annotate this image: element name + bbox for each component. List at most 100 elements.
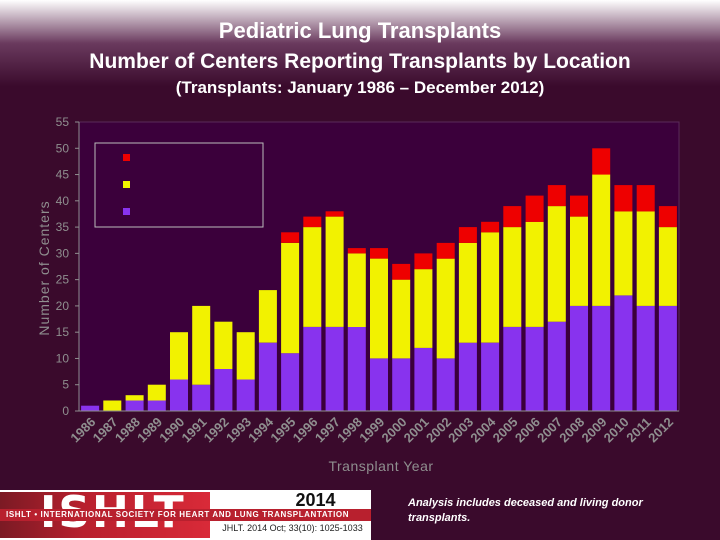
bar-1997-series-2 — [325, 216, 344, 327]
bar-2008-series-3 — [570, 195, 588, 217]
bar-2001-series-1 — [414, 347, 433, 411]
legend — [94, 142, 264, 228]
bar-1999-series-2 — [370, 258, 388, 359]
y-tick-label: 20 — [56, 299, 70, 313]
slide-title: Pediatric Lung Transplants — [218, 18, 502, 43]
bar-1990-series-2 — [170, 332, 188, 380]
legend-swatch-series-2 — [123, 181, 130, 188]
bar-1999-series-3 — [370, 248, 388, 259]
ishlt-tagline-bar — [0, 509, 371, 521]
legend-swatch-series-3 — [123, 154, 130, 161]
bar-1989-series-2 — [147, 384, 166, 401]
y-tick-label: 5 — [62, 378, 69, 392]
y-tick-label: 15 — [56, 325, 70, 339]
bar-2012-series-3 — [658, 206, 677, 228]
bar-2010-series-1 — [614, 295, 633, 411]
bar-1994-series-2 — [258, 290, 277, 343]
bar-2002-series-1 — [436, 358, 455, 411]
analysis-note: Analysis includes deceased and living do… — [408, 497, 643, 524]
bar-1992-series-2 — [214, 321, 233, 369]
bar-1998-series-1 — [347, 326, 366, 411]
bar-1995-series-1 — [281, 353, 300, 411]
bar-1987-series-2 — [103, 400, 122, 411]
bar-2004-series-1 — [481, 342, 500, 411]
bar-2007-series-2 — [547, 206, 566, 322]
bars — [81, 148, 677, 411]
bar-2005-series-3 — [503, 206, 522, 228]
bar-1996-series-1 — [303, 326, 322, 411]
bar-1995-series-3 — [281, 232, 300, 243]
bar-1993-series-2 — [236, 332, 255, 380]
bar-1994-series-1 — [258, 342, 277, 411]
bar-2007-series-3 — [547, 185, 566, 207]
bar-2001-series-2 — [414, 269, 433, 348]
bar-2006-series-3 — [525, 195, 544, 222]
slide-subtitle: Number of Centers Reporting Transplants … — [89, 50, 631, 73]
x-tick-label: 2012 — [645, 414, 676, 445]
bar-2001-series-3 — [414, 253, 433, 270]
bar-2004-series-3 — [481, 221, 500, 233]
bar-1988-series-2 — [125, 395, 144, 401]
bar-1990-series-1 — [170, 379, 188, 411]
bar-2010-series-2 — [614, 211, 633, 296]
y-tick-label: 40 — [56, 194, 70, 208]
legend-swatch-series-1 — [123, 208, 130, 215]
bar-2002-series-3 — [436, 242, 455, 259]
bar-2008-series-1 — [570, 305, 588, 411]
y-tick-label: 10 — [56, 351, 70, 365]
bar-1997-series-1 — [325, 326, 344, 411]
bar-2011-series-2 — [636, 211, 655, 306]
bar-2004-series-2 — [481, 232, 500, 343]
bar-1999-series-1 — [370, 358, 388, 411]
bar-1997-series-3 — [325, 211, 344, 217]
bar-2006-series-1 — [525, 326, 544, 411]
bar-1986-series-1 — [81, 405, 100, 411]
bar-2007-series-1 — [547, 321, 566, 411]
bar-2005-series-1 — [503, 326, 522, 411]
bar-1993-series-1 — [236, 379, 255, 411]
y-tick-label: 25 — [56, 273, 70, 287]
bar-2008-series-2 — [570, 216, 588, 306]
bar-2010-series-3 — [614, 185, 633, 212]
y-tick-label: 35 — [56, 220, 70, 234]
bar-2011-series-3 — [636, 185, 655, 212]
bar-2009-series-3 — [592, 148, 611, 175]
bar-2003-series-2 — [458, 242, 477, 343]
bar-1995-series-2 — [281, 242, 300, 354]
bar-1996-series-3 — [303, 216, 322, 228]
axes: 0510152025303540455055198619871988198919… — [56, 115, 679, 445]
bar-2003-series-3 — [458, 227, 477, 243]
bar-1988-series-1 — [125, 400, 144, 411]
x-axis-label: Transplant Year — [328, 458, 433, 474]
bar-2009-series-1 — [592, 305, 611, 411]
y-tick-label: 50 — [56, 141, 70, 155]
bar-2012-series-2 — [658, 227, 677, 306]
y-tick-label: 0 — [62, 404, 69, 418]
bar-2012-series-1 — [658, 305, 677, 411]
slide-date-range: (Transplants: January 1986 – December 20… — [175, 78, 545, 97]
bar-2011-series-1 — [636, 305, 655, 411]
bar-1992-series-1 — [214, 369, 233, 411]
bar-2003-series-1 — [458, 342, 477, 411]
y-axis-label: Number of Centers — [36, 200, 52, 335]
bar-2000-series-3 — [392, 263, 411, 280]
bar-2009-series-2 — [592, 174, 611, 306]
bar-1991-series-2 — [192, 305, 211, 385]
bar-1998-series-2 — [347, 253, 366, 327]
bar-2000-series-2 — [392, 279, 411, 359]
bar-2006-series-2 — [525, 221, 544, 327]
ishlt-tagline: ISHLT • INTERNATIONAL SOCIETY FOR HEART … — [6, 510, 350, 519]
y-tick-label: 45 — [56, 168, 70, 182]
y-tick-label: 55 — [56, 115, 70, 129]
bar-2000-series-1 — [392, 358, 411, 411]
report-year: 2014 — [295, 490, 336, 510]
bar-2005-series-2 — [503, 227, 522, 327]
legend-box — [94, 142, 264, 228]
y-tick-label: 30 — [56, 246, 70, 260]
bar-1989-series-1 — [147, 400, 166, 411]
bar-1996-series-2 — [303, 227, 322, 327]
bar-2002-series-2 — [436, 258, 455, 359]
journal-citation: JHLT. 2014 Oct; 33(10): 1025-1033 — [222, 523, 363, 533]
bar-1991-series-1 — [192, 384, 211, 411]
